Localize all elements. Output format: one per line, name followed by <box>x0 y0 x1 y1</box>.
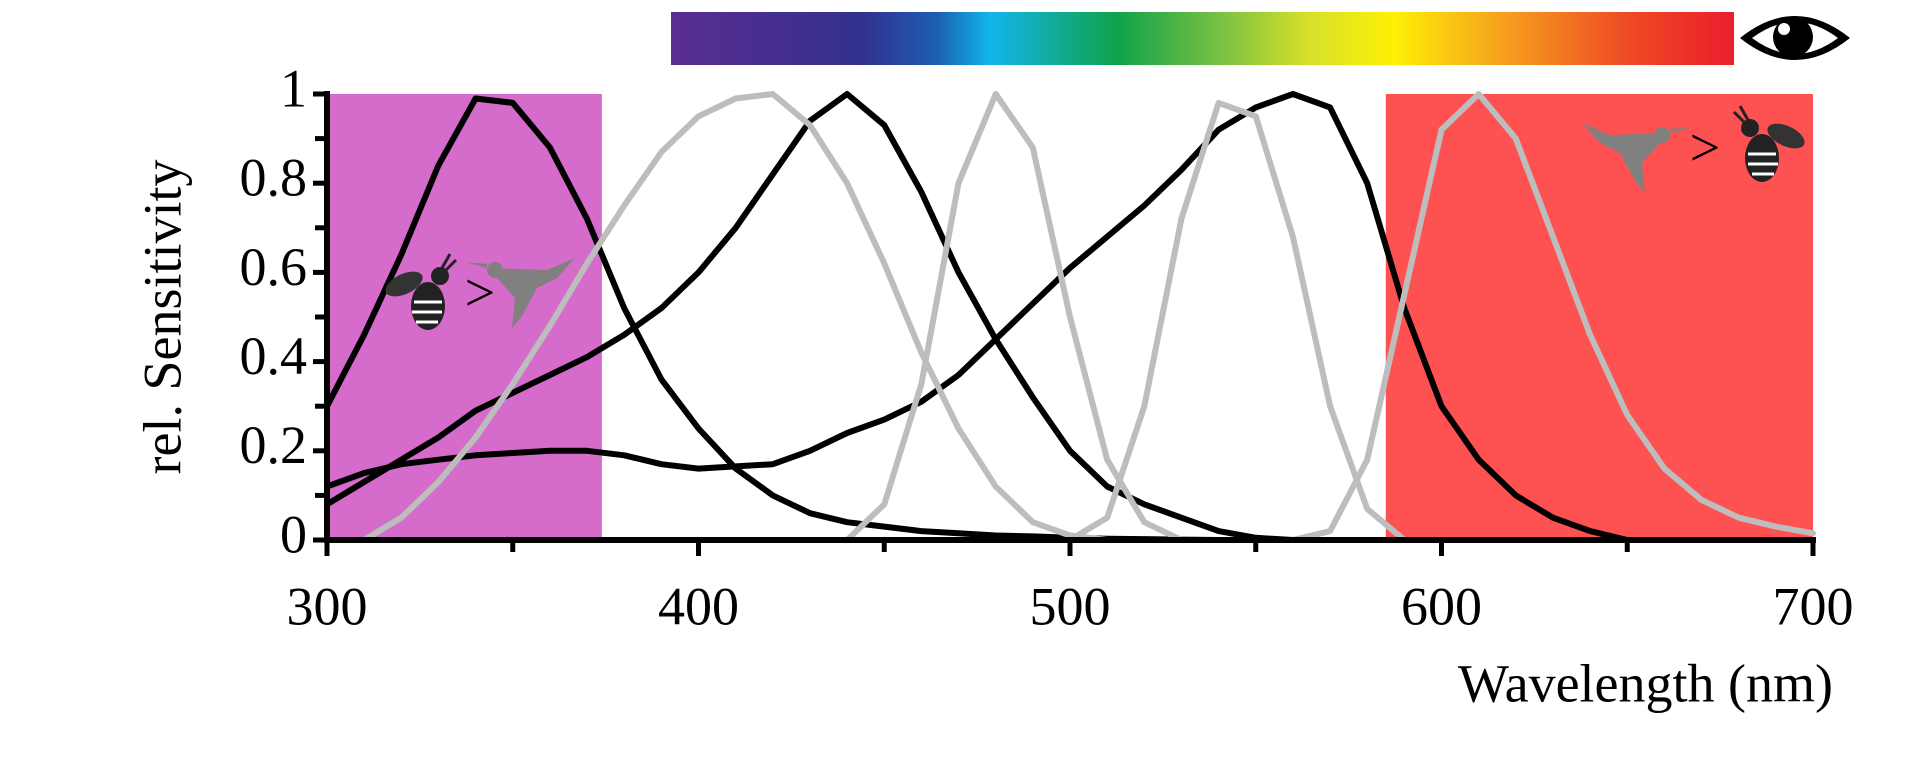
sensitivity-curve <box>324 91 1816 543</box>
x-tick-label: 500 <box>1030 576 1111 636</box>
sensitivity-curve <box>361 91 1111 543</box>
annotation: > <box>465 262 495 322</box>
shaded-region <box>1385 94 1813 540</box>
hummingbird-icon <box>465 258 575 328</box>
y-tick-label: 0.4 <box>240 326 308 386</box>
x-tick-label: 300 <box>287 576 368 636</box>
sensitivity-curve <box>1067 99 1408 543</box>
y-tick-label: 0.6 <box>240 237 308 297</box>
annotation: > <box>1690 117 1720 177</box>
eye-icon <box>1740 16 1850 60</box>
bee-icon <box>1732 105 1805 182</box>
y-tick-label: 1 <box>280 58 307 118</box>
x-tick-label: 600 <box>1401 576 1482 636</box>
axes: 300 400 500 600 700 0 0.2 0.4 0.6 0.8 1 <box>240 58 1854 636</box>
sensitivity-curve <box>1289 91 1816 543</box>
x-axis-title: Wavelength (nm) <box>1458 653 1833 713</box>
x-tick-label: 400 <box>658 576 739 636</box>
x-tick-label: 700 <box>1773 576 1854 636</box>
y-tick-label: 0.2 <box>240 415 308 475</box>
y-tick-label: 0 <box>280 504 307 564</box>
y-tick-label: 0.8 <box>240 148 308 208</box>
spectrum-bar <box>671 12 1734 65</box>
bee-icon <box>385 253 458 330</box>
y-axis-title: rel. Sensitivity <box>132 160 192 475</box>
sensitivity-curve <box>844 91 1185 543</box>
hummingbird-icon <box>1582 123 1692 193</box>
